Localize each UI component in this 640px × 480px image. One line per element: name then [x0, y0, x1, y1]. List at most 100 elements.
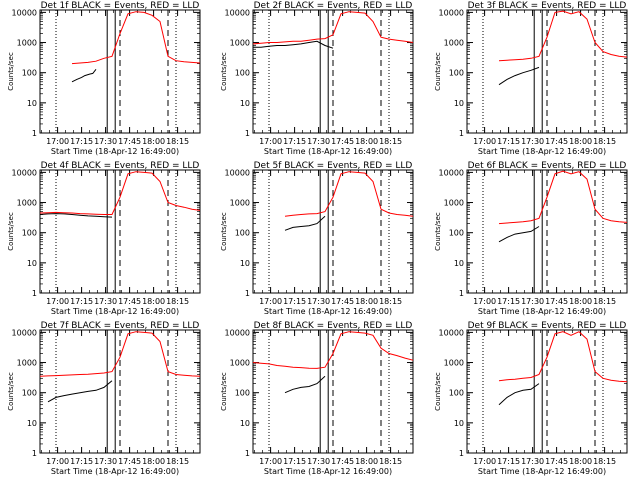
x-tick-label: 18:15: [379, 457, 402, 466]
lld-series-line: [498, 331, 628, 383]
events-series-line: [498, 226, 540, 243]
y-tick-label: 10000: [225, 168, 250, 177]
y-tick-label: 10: [240, 99, 250, 108]
x-tick-label: 17:45: [331, 297, 354, 306]
chart-panel-1: Det 1f BLACK = Events, RED = LLD 1 10 100 10…: [7, 1, 201, 156]
x-tick-label: 17:15: [283, 137, 306, 146]
y-tick-label: 1: [32, 449, 37, 458]
y-axis-label: Counts/sec: [220, 372, 228, 411]
events-series-line: [47, 380, 113, 403]
chart-title: Det 7f BLACK = Events, RED = LLD: [41, 321, 200, 331]
x-tick-label: 18:00: [569, 137, 592, 146]
x-tick-label: 18:15: [166, 297, 189, 306]
y-tick-label: 10000: [12, 168, 37, 177]
x-tick-label: 17:45: [331, 137, 354, 146]
x-tick-label: 17:15: [70, 137, 93, 146]
y-tick-label: 1000: [444, 359, 464, 368]
x-axis-label: Start Time (18-Apr-12 16:49:00): [264, 307, 392, 316]
lld-series-line: [39, 331, 201, 377]
x-tick-label: 17:45: [545, 457, 568, 466]
chart-title: Det 3f BLACK = Events, RED = LLD: [468, 1, 627, 11]
chart-title: Det 5f BLACK = Events, RED = LLD: [254, 161, 413, 171]
y-tick-label: 10000: [225, 328, 250, 337]
y-tick-label: 1: [459, 129, 464, 138]
y-tick-label: 10: [454, 419, 464, 428]
events-series-line: [498, 383, 540, 406]
y-tick-label: 1: [245, 289, 250, 298]
y-tick-label: 100: [449, 229, 464, 238]
y-tick-label: 1: [245, 449, 250, 458]
y-tick-label: 100: [449, 69, 464, 78]
chart-title: Det 6f BLACK = Events, RED = LLD: [468, 161, 627, 171]
x-tick-label: 17:30: [94, 297, 117, 306]
chart-panel-8: Det 8f BLACK = Events, RED = LLD 1 10 100 10…: [220, 321, 414, 476]
x-tick-label: 17:00: [46, 297, 69, 306]
x-tick-label: 18:15: [379, 137, 402, 146]
x-tick-label: 17:00: [259, 457, 282, 466]
y-axis-label: Counts/sec: [7, 212, 15, 251]
events-series-line: [498, 66, 540, 86]
y-axis-label: Counts/sec: [220, 212, 228, 251]
x-tick-label: 17:30: [94, 457, 117, 466]
events-series-line: [71, 68, 97, 83]
y-tick-label: 1000: [230, 199, 250, 208]
y-axis-label: Counts/sec: [7, 52, 15, 91]
x-axis-label: Start Time (18-Apr-12 16:49:00): [51, 147, 179, 156]
chart-title: Det 2f BLACK = Events, RED = LLD: [254, 1, 413, 11]
y-tick-label: 1000: [444, 199, 464, 208]
y-tick-label: 10000: [439, 168, 464, 177]
x-axis-label: Start Time (18-Apr-12 16:49:00): [478, 467, 606, 476]
y-tick-label: 10: [27, 259, 37, 268]
y-tick-label: 1000: [444, 39, 464, 48]
lld-series-line: [284, 171, 414, 217]
y-tick-label: 1: [32, 289, 37, 298]
x-axis-label: Start Time (18-Apr-12 16:49:00): [51, 467, 179, 476]
x-tick-label: 18:00: [142, 297, 165, 306]
chart-panel-3: Det 3f BLACK = Events, RED = LLD 1 10 100 10…: [434, 1, 628, 156]
x-tick-label: 17:30: [307, 457, 330, 466]
x-axis-label: Start Time (18-Apr-12 16:49:00): [51, 307, 179, 316]
x-tick-label: 18:00: [142, 457, 165, 466]
y-tick-label: 10000: [439, 8, 464, 17]
x-tick-label: 17:30: [521, 297, 544, 306]
y-tick-label: 10: [240, 419, 250, 428]
y-axis-label: Counts/sec: [434, 372, 442, 411]
x-tick-label: 18:00: [355, 297, 378, 306]
x-tick-label: 17:30: [94, 137, 117, 146]
x-tick-label: 18:00: [142, 137, 165, 146]
y-axis-label: Counts/sec: [220, 52, 228, 91]
y-tick-label: 10000: [225, 8, 250, 17]
x-tick-label: 17:30: [307, 137, 330, 146]
x-tick-label: 18:15: [593, 297, 616, 306]
y-axis-label: Counts/sec: [434, 52, 442, 91]
y-tick-label: 1: [32, 129, 37, 138]
x-tick-label: 17:30: [521, 137, 544, 146]
x-tick-label: 17:45: [118, 457, 141, 466]
chart-panel-6: Det 6f BLACK = Events, RED = LLD 1 10 100 10…: [434, 161, 628, 316]
x-tick-label: 17:00: [259, 297, 282, 306]
y-tick-label: 10: [454, 259, 464, 268]
chart-panel-9: Det 9f BLACK = Events, RED = LLD 1 10 100 10…: [434, 321, 628, 476]
chart-title: Det 8f BLACK = Events, RED = LLD: [254, 321, 413, 331]
y-tick-label: 100: [449, 389, 464, 398]
y-axis-label: Counts/sec: [434, 212, 442, 251]
chart-panel-7: Det 7f BLACK = Events, RED = LLD 1 10 100 10…: [7, 321, 201, 476]
y-tick-label: 1: [459, 449, 464, 458]
events-series-line: [284, 375, 326, 394]
x-tick-label: 17:00: [46, 137, 69, 146]
y-tick-label: 100: [235, 229, 250, 238]
y-tick-label: 10: [27, 99, 37, 108]
y-tick-label: 100: [235, 389, 250, 398]
x-tick-label: 17:00: [46, 457, 69, 466]
y-tick-label: 100: [235, 69, 250, 78]
x-tick-label: 17:30: [307, 297, 330, 306]
chart-panel-2: Det 2f BLACK = Events, RED = LLD 1 10 100 10…: [220, 1, 414, 156]
chart-title: Det 1f BLACK = Events, RED = LLD: [41, 1, 200, 11]
x-tick-label: 17:00: [259, 137, 282, 146]
x-tick-label: 18:00: [355, 137, 378, 146]
y-tick-label: 1000: [230, 359, 250, 368]
chart-panel-4: Det 4f BLACK = Events, RED = LLD 1 10 100 10…: [7, 161, 201, 316]
x-tick-label: 18:15: [379, 297, 402, 306]
y-tick-label: 10: [454, 99, 464, 108]
chart-panel-5: Det 5f BLACK = Events, RED = LLD 1 10 100 10…: [220, 161, 414, 316]
